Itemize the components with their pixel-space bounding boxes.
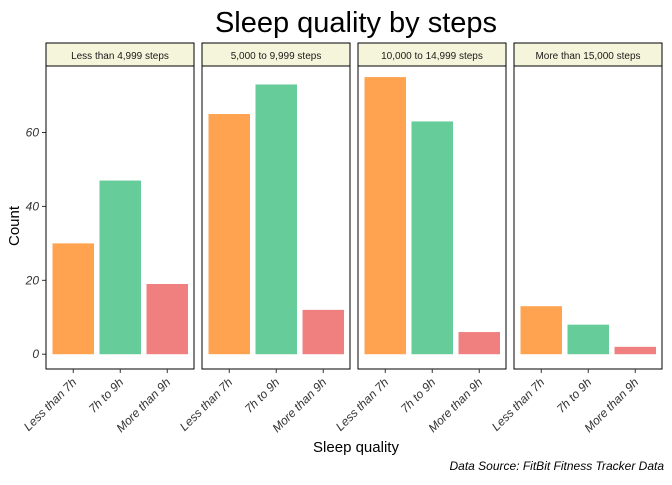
facet-strip-label: More than 15,000 steps (535, 51, 640, 62)
facet-panel: More than 15,000 steps Less than 7h 7h to … (489, 42, 663, 435)
facet-panel: 10,000 to 14,999 steps Less than 7h 7h to … (333, 42, 507, 435)
bar (567, 324, 609, 355)
x-tick-label: 7h to 9h (398, 375, 439, 416)
x-tick-label: 7h to 9h (86, 375, 127, 416)
x-tick-label: Less than 7h (21, 375, 80, 434)
bar (255, 84, 297, 355)
bar (364, 77, 406, 355)
facet-strip-label: 10,000 to 14,999 steps (381, 51, 483, 62)
x-tick-label: Less than 7h (333, 375, 392, 434)
x-axis-label: Sleep quality (313, 439, 399, 456)
facet-strip-label: Less than 4,999 steps (71, 51, 169, 62)
x-tick-label: 7h to 9h (242, 375, 283, 416)
y-tick-label: 0 (32, 347, 39, 361)
y-axis: 0 20 40 60 (25, 126, 46, 361)
facet-panel: 5,000 to 9,999 steps Less than 7h 7h to 9h… (177, 42, 351, 435)
bar (411, 121, 453, 355)
y-tick-label: 60 (26, 126, 40, 140)
facet-strip-label: 5,000 to 9,999 steps (231, 51, 322, 62)
bar (208, 114, 250, 355)
bar (52, 243, 94, 355)
chart-caption: Data Source: FitBit Fitness Tracker Data (449, 459, 664, 473)
bar (302, 309, 344, 355)
bar (614, 346, 656, 355)
x-tick-label: 7h to 9h (554, 375, 595, 416)
x-tick-label: Less than 7h (177, 375, 236, 434)
chart-title: Sleep quality by steps (215, 7, 497, 39)
y-tick-label: 40 (26, 199, 40, 213)
x-tick-label: Less than 7h (489, 375, 548, 434)
bar (99, 180, 141, 355)
bar (458, 332, 500, 355)
y-axis-label: Count (6, 205, 23, 246)
facet-panel: Less than 4,999 steps Less than 7h 7h to 9… (21, 42, 195, 435)
bar (146, 284, 188, 355)
y-tick-label: 20 (25, 273, 40, 287)
bar (520, 306, 562, 355)
